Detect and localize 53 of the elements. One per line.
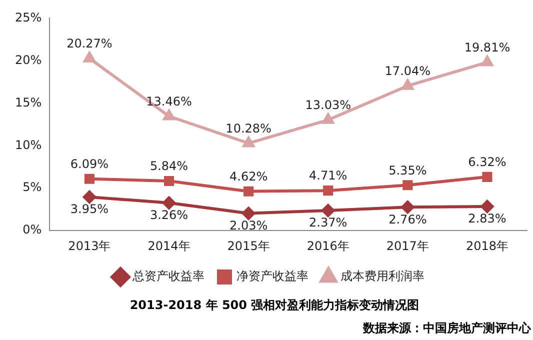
- point: [322, 113, 334, 124]
- data-label: 5.35%: [388, 163, 427, 178]
- point: [323, 186, 334, 196]
- point: [480, 200, 494, 214]
- x-tick-label: 2015年: [227, 238, 270, 253]
- x-tick-label: 2013年: [68, 238, 111, 253]
- data-label: 19.81%: [464, 40, 510, 54]
- point: [84, 174, 94, 184]
- point: [402, 180, 413, 190]
- x-tick-label: 2016年: [306, 238, 350, 253]
- y-tick-label: 5%: [22, 180, 42, 194]
- x-tick-label: 2018年: [466, 238, 508, 253]
- x-tick-label: 2014年: [148, 238, 190, 253]
- text: 2013-2018 年 500 强相对盈利能力指标变动情况图: [128, 297, 420, 314]
- data-label: 5.84%: [150, 159, 188, 174]
- legend-label: 净资产收益率: [236, 269, 308, 284]
- legend-label: 总资产收益率: [132, 269, 204, 284]
- point: [84, 52, 96, 62]
- data-label: 3.95%: [70, 202, 109, 216]
- y-tick-label: 15%: [15, 95, 42, 110]
- y-tick-label: 25%: [15, 10, 42, 24]
- y-tick-label: 0%: [22, 222, 42, 237]
- legend-label: 成本费用利润率: [340, 269, 424, 284]
- data-label: 2.76%: [388, 212, 427, 226]
- point: [244, 186, 254, 196]
- data-label: 10.28%: [226, 121, 272, 136]
- data-label: 6.09%: [70, 156, 109, 171]
- point: [322, 204, 335, 217]
- point: [162, 196, 176, 210]
- data-label: 4.71%: [309, 168, 348, 183]
- data-label: 3.26%: [150, 208, 188, 222]
- point: [163, 110, 175, 120]
- point: [82, 190, 96, 204]
- point: [401, 200, 414, 214]
- data-label: 4.62%: [229, 169, 268, 184]
- data-label: 2.03%: [229, 218, 268, 232]
- data-label: 6.32%: [468, 155, 506, 170]
- point: [164, 176, 174, 186]
- data-label: 17.04%: [384, 64, 431, 78]
- y-tick-label: 20%: [15, 52, 42, 67]
- data-label: 2.37%: [309, 216, 348, 230]
- y-tick-label: 10%: [15, 138, 42, 152]
- point: [242, 206, 256, 220]
- x-tick-label: 2017年: [386, 238, 429, 253]
- point: [482, 172, 492, 182]
- point: [481, 56, 494, 66]
- data-label: 2.83%: [468, 212, 506, 226]
- data-label: 13.46%: [146, 94, 192, 108]
- data-label: 13.03%: [305, 98, 351, 112]
- data-label: 20.27%: [66, 36, 112, 51]
- point: [242, 136, 254, 148]
- point: [402, 79, 414, 90]
- source-note: 数据来源：中国房地产测评中心: [362, 320, 532, 337]
